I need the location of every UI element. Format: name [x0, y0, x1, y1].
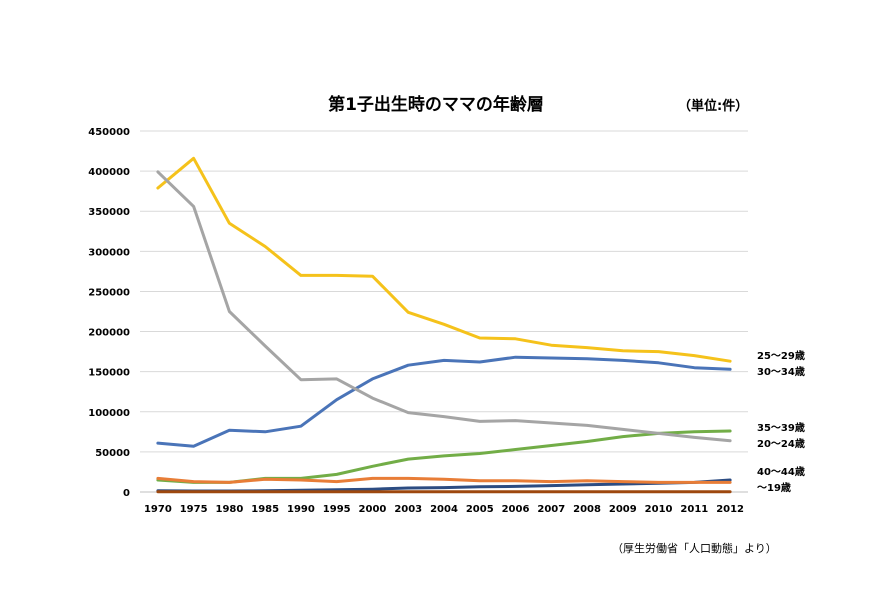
series-end-labels: 25～29歳 30～34歳 35～39歳 20～24歳 40～44歳 ～19歳	[757, 349, 805, 494]
chart-title: 第1子出生時のママの年齢層	[328, 94, 544, 115]
series-lines	[156, 156, 732, 494]
series-label: 40～44歳	[757, 465, 805, 478]
y-tick-label: 400000	[88, 167, 130, 178]
x-tick-label: 1995	[323, 504, 351, 515]
x-tick-label: 2004	[430, 504, 458, 515]
y-tick-label: 450000	[88, 127, 130, 138]
y-tick-label: 100000	[88, 408, 130, 419]
x-tick-label: 2007	[537, 504, 565, 515]
unit-label: （単位:件）	[678, 98, 748, 114]
x-tick-label: 2003	[394, 504, 422, 515]
y-tick-label: 150000	[88, 368, 130, 379]
x-tick-label: 1990	[287, 504, 315, 515]
series-line-3	[156, 170, 732, 443]
x-tick-label: 1980	[215, 504, 243, 515]
y-tick-label: 200000	[88, 328, 130, 339]
series-line-0	[156, 156, 732, 363]
x-tick-label: 2010	[645, 504, 673, 515]
y-tick-label: 300000	[88, 247, 130, 258]
x-axis-labels: 1970 1975 1980 1985 1990 1995 2000 2003 2004 2005…	[144, 504, 744, 515]
x-tick-label: 2012	[716, 504, 744, 515]
y-tick-label: 350000	[88, 207, 130, 218]
series-label: 35～39歳	[757, 421, 805, 434]
source-note: （厚生労働省「人口動態」より）	[612, 541, 777, 555]
series-label: 25～29歳	[757, 349, 805, 362]
y-tick-label: 250000	[88, 287, 130, 298]
series-label: 30～34歳	[757, 365, 805, 378]
series-label: ～19歳	[757, 481, 791, 494]
y-axis-labels: 0 50000 100000 150000 200000 250000 300000 3500…	[88, 127, 130, 499]
series-line-5	[156, 476, 732, 484]
x-tick-label: 1975	[180, 504, 208, 515]
x-tick-label: 2006	[502, 504, 530, 515]
x-tick-label: 2008	[573, 504, 601, 515]
x-tick-label: 2011	[680, 504, 708, 515]
series-line-1	[156, 355, 732, 448]
x-tick-label: 2009	[609, 504, 637, 515]
y-tick-label: 0	[123, 488, 130, 499]
x-tick-label: 1970	[144, 504, 172, 515]
x-tick-label: 2005	[466, 504, 494, 515]
y-tick-label: 50000	[95, 448, 130, 459]
series-line-2	[156, 429, 732, 484]
x-tick-label: 2000	[359, 504, 387, 515]
grid-lines	[140, 130, 748, 493]
series-label: 20～24歳	[757, 437, 805, 450]
x-tick-label: 1985	[251, 504, 279, 515]
